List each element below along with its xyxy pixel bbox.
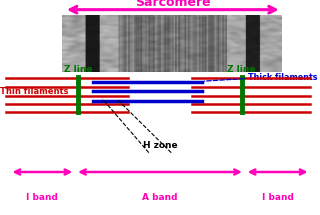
Text: Sarcomere: Sarcomere [135, 0, 211, 9]
Text: H zone: H zone [143, 141, 177, 150]
Text: Z line: Z line [64, 65, 93, 74]
Text: A band: A band [142, 194, 178, 203]
Text: I band: I band [27, 194, 58, 203]
Text: Thick filaments: Thick filaments [248, 73, 317, 82]
Text: I band: I band [262, 194, 293, 203]
Text: Z line: Z line [227, 65, 256, 74]
Text: Thin filaments: Thin filaments [0, 87, 68, 96]
